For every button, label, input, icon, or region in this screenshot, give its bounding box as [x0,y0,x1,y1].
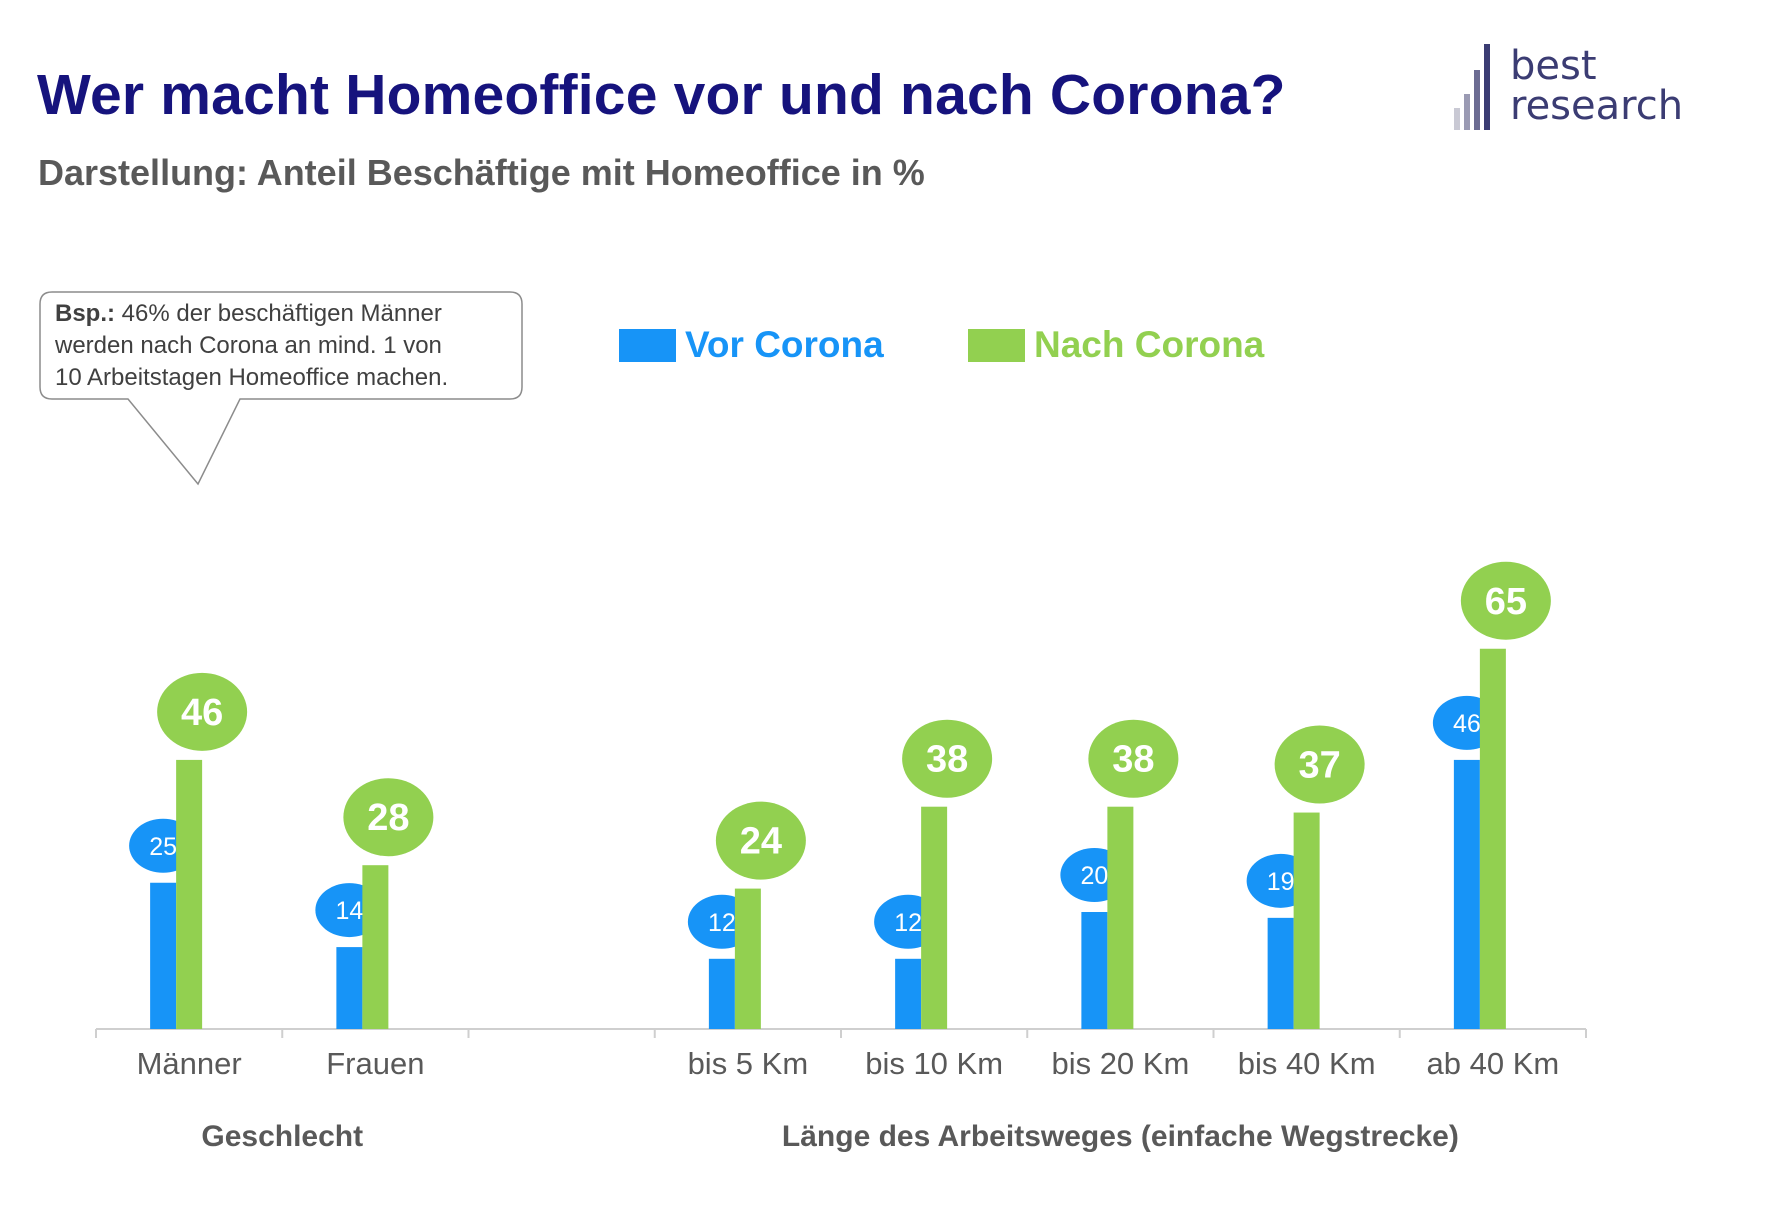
bar-chart-logo-icon [1454,44,1490,130]
x-tick-label: ab 40 Km [1427,1046,1560,1081]
data-label-vor: 20 [1080,862,1108,890]
bar-vor-corona [1081,912,1108,1029]
data-label-nach: 28 [367,797,409,839]
bar-nach-corona [921,806,948,1029]
legend-swatch [968,329,1025,362]
legend-label: Nach Corona [1034,324,1265,365]
bar-vor-corona [1453,759,1480,1029]
bar-nach-corona [1107,806,1134,1029]
legend-swatch [619,329,676,362]
group-label: Länge des Arbeitsweges (einfache Wegstre… [782,1120,1459,1153]
callout-bold-prefix: Bsp.: [55,300,115,327]
callout-box [39,291,523,486]
bar-nach-corona [1293,812,1320,1029]
callout-line: werden nach Corona an mind. 1 von [54,332,442,359]
bar-vor-corona [336,947,363,1029]
group-label: Geschlecht [201,1120,363,1153]
bar-vor-corona [1267,917,1294,1029]
callout-line: 10 Arbeitstagen Homeoffice machen. [55,364,448,391]
x-tick-label: Männer [137,1046,242,1081]
data-label-bubble-nach [343,778,434,857]
bar-nach-corona [1479,648,1506,1029]
x-tick-label: bis 5 Km [688,1046,809,1081]
bar-vor-corona [895,958,922,1029]
data-label-bubble-nach [715,801,806,880]
data-label-nach: 38 [926,739,968,781]
data-label-vor: 12 [708,909,736,937]
data-label-bubble-nach [157,672,248,751]
data-label-vor: 19 [1267,868,1295,896]
callout-text: 46% der beschäftigen Männer [115,300,442,327]
data-label-nach: 38 [1112,739,1154,781]
data-label-bubble-nach [902,719,993,798]
x-tick-label: bis 20 Km [1051,1046,1189,1081]
x-tick-label: Frauen [326,1046,424,1081]
data-label-vor: 12 [894,909,922,937]
bar-nach-corona [734,888,761,1029]
x-tick-label: bis 10 Km [865,1046,1003,1081]
data-label-nach: 24 [740,821,782,863]
data-label-vor: 46 [1453,710,1481,738]
bar-vor-corona [150,882,177,1029]
page-title: Wer macht Homeoffice vor und nach Corona… [37,63,1286,127]
data-label-bubble-nach [1274,725,1365,804]
logo-line2: research [1510,83,1684,129]
callout-line: Bsp.: 46% der beschäftigen Männer [55,300,442,327]
x-tick-label: bis 40 Km [1238,1046,1376,1081]
data-label-bubble-nach [1460,561,1551,640]
best-research-logo: best research [1440,44,1700,134]
page-subtitle: Darstellung: Anteil Beschäftige mit Home… [38,152,925,193]
data-label-nach: 37 [1298,745,1340,787]
data-label-vor: 25 [149,833,177,861]
bar-vor-corona [708,958,735,1029]
legend-vor-corona: Vor Corona [619,324,884,365]
data-label-nach: 46 [181,692,223,734]
logo-line1: best [1510,43,1597,89]
callout-annotation: Bsp.: 46% der beschäftigen Männer werden … [39,291,523,486]
data-label-nach: 65 [1485,581,1527,623]
legend-nach-corona: Nach Corona [968,324,1265,365]
logo-text: best research [1510,46,1683,126]
data-label-vor: 14 [335,897,363,925]
bar-nach-corona [362,865,389,1029]
data-label-bubble-nach [1088,719,1179,798]
legend-label: Vor Corona [685,324,884,365]
bar-nach-corona [176,759,203,1029]
